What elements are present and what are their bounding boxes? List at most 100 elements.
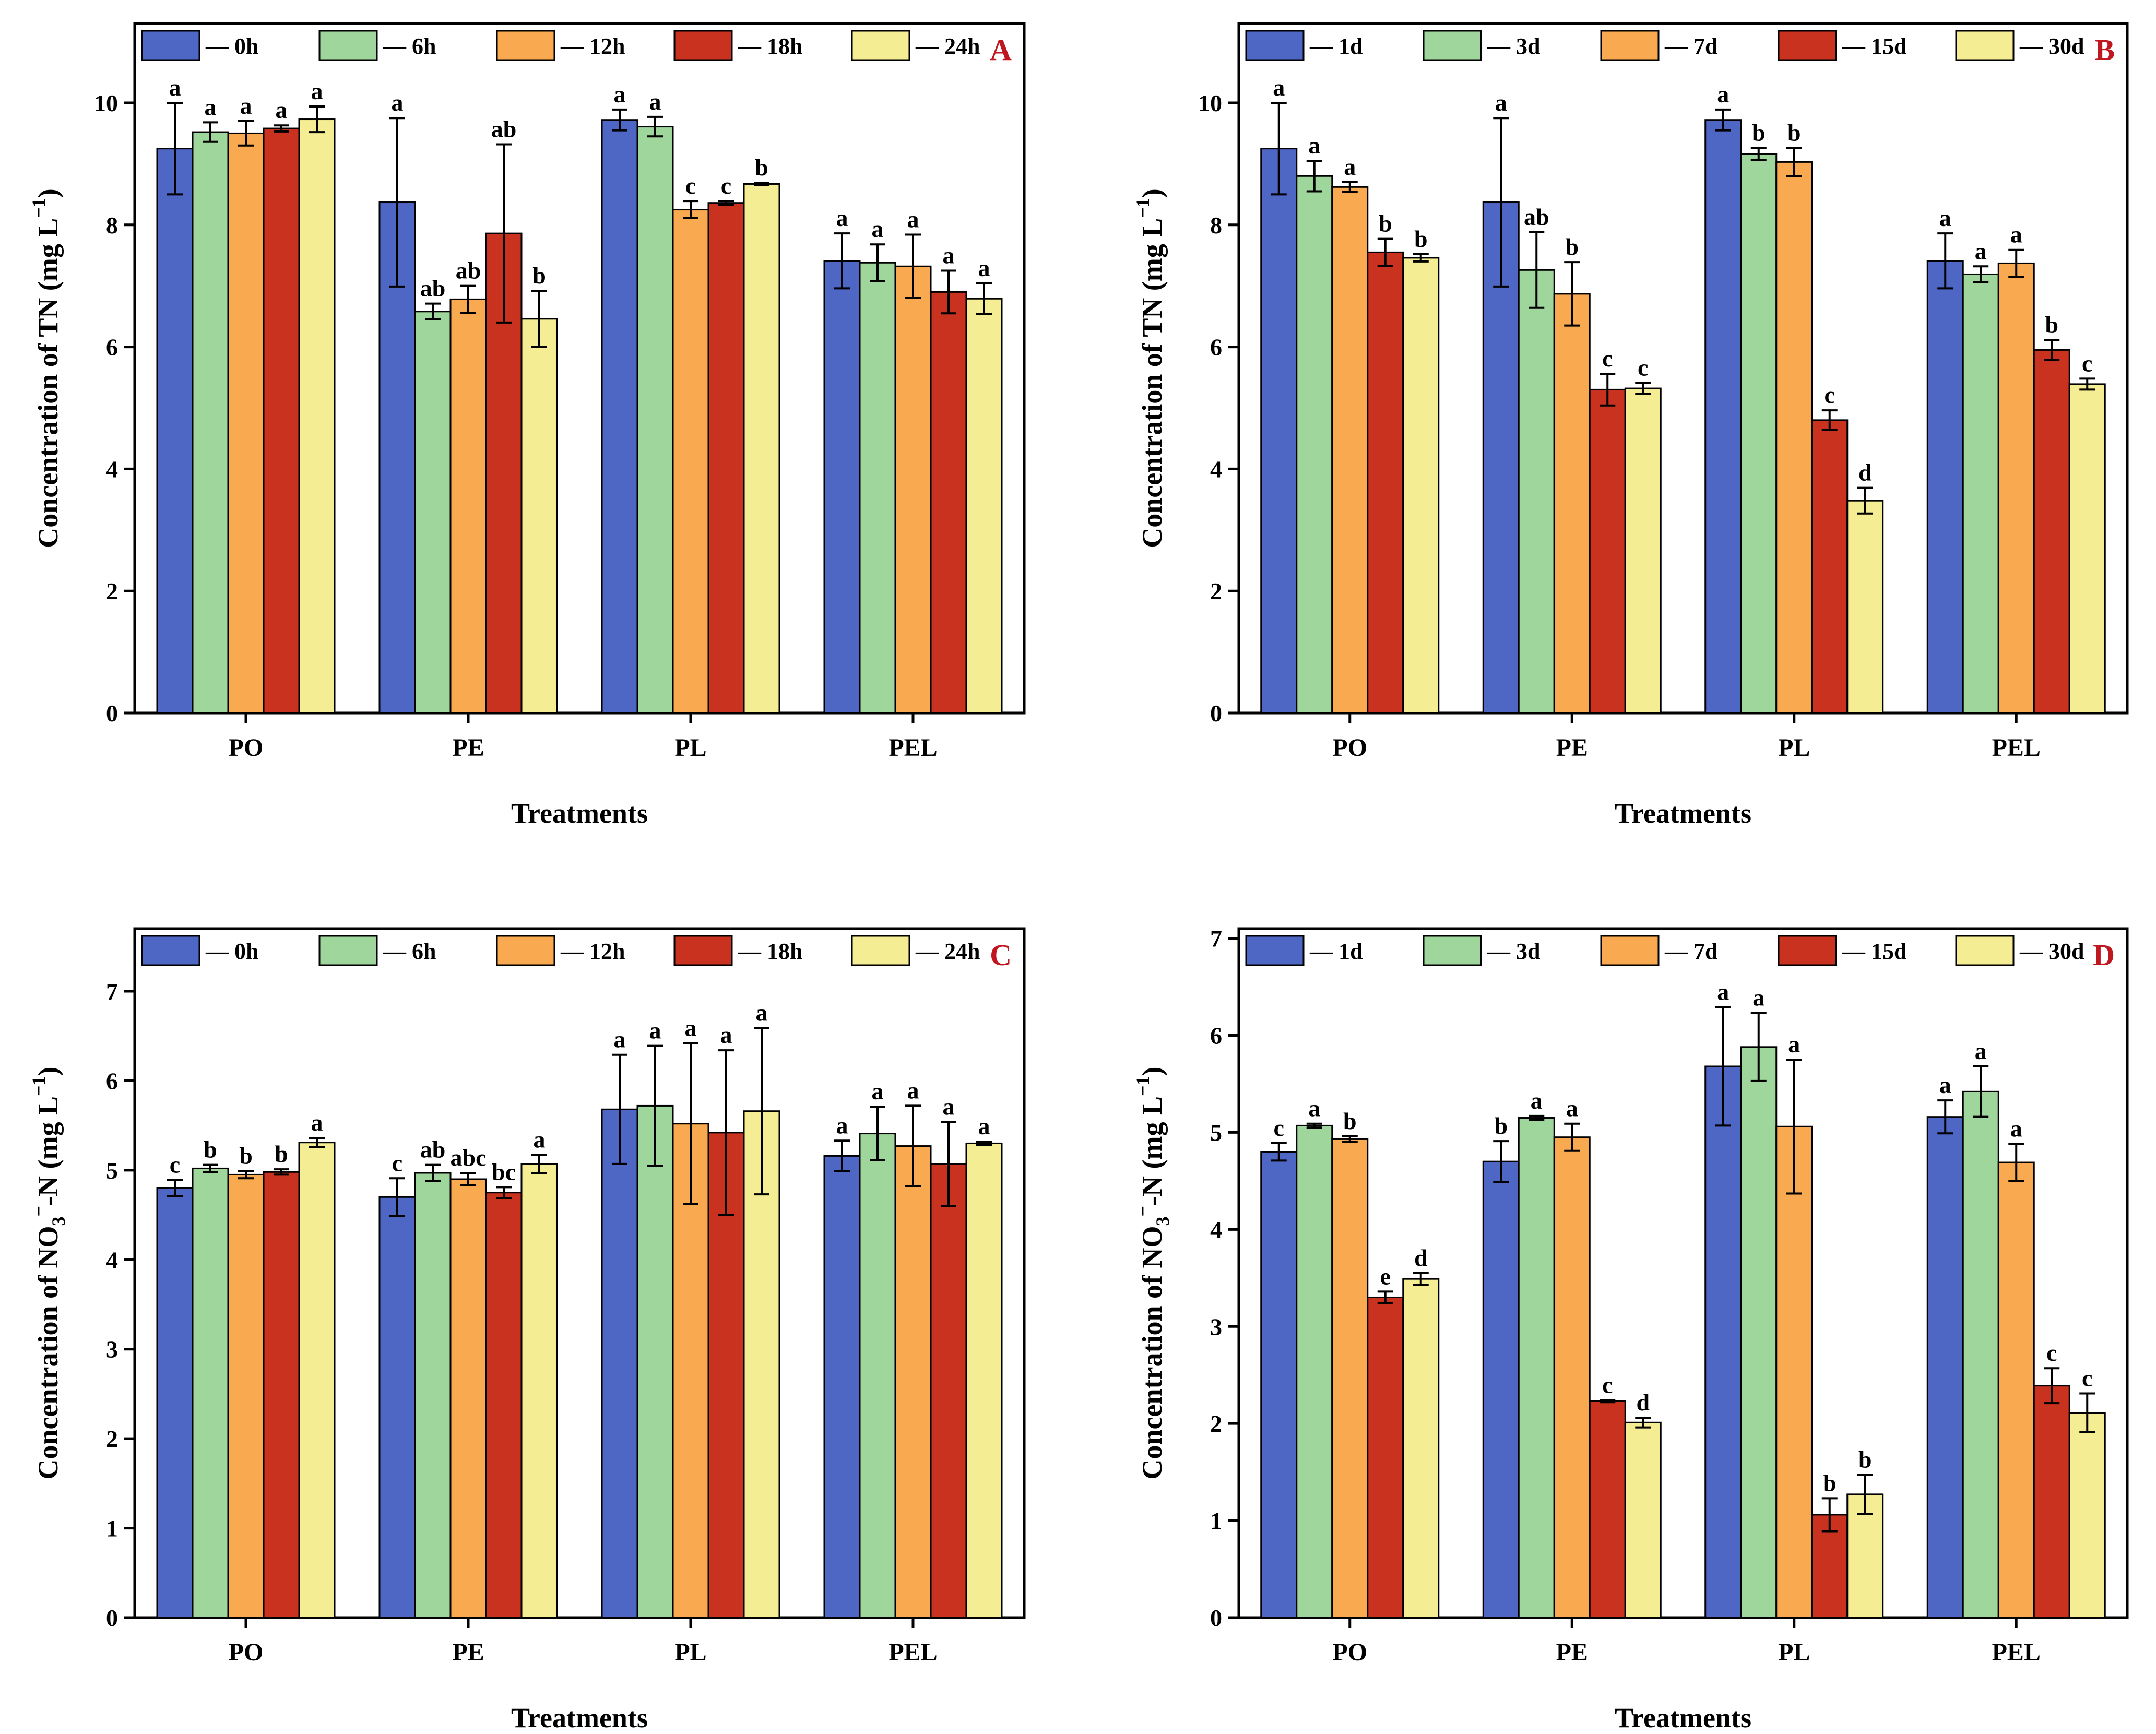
bar <box>672 209 709 714</box>
bar <box>965 298 1003 714</box>
significance-label: c <box>1274 1114 1284 1141</box>
bar <box>930 291 967 714</box>
y-tick-label: 3 <box>106 1336 118 1363</box>
significance-label: c <box>685 172 696 199</box>
x-tick-label: PEL <box>1992 734 2041 762</box>
panel-letter: A <box>990 33 1012 67</box>
bar <box>1997 1161 2035 1619</box>
y-tick-label: 10 <box>1198 90 1222 116</box>
significance-label: a <box>1717 81 1729 108</box>
panel-b: 0 2 4 6 8 10 Concentration of TN (mg L−1) Treat… <box>1132 22 2129 829</box>
y-label-subscript: 3 <box>48 1217 69 1226</box>
bar <box>156 148 194 714</box>
y-tick-label: 6 <box>1210 334 1222 361</box>
y-label-main: Concentration of NO <box>1136 1226 1168 1480</box>
bar <box>930 1163 967 1619</box>
x-axis-label: Treatments <box>1615 1702 1751 1733</box>
legend-swatch <box>673 30 733 61</box>
y-label-superscript: −1 <box>28 198 49 218</box>
significance-label: c <box>2046 1339 2057 1366</box>
x-tick-label: PE <box>452 734 484 762</box>
x-tick-label: PO <box>229 734 264 762</box>
legend-swatch <box>141 935 200 966</box>
bar <box>449 298 487 714</box>
bar <box>1846 500 1884 714</box>
bar <box>1553 1136 1591 1619</box>
legend-label: — 1d <box>1309 939 1363 964</box>
significance-label: a <box>1939 205 1951 231</box>
significance-label: b <box>1823 1469 1837 1496</box>
plot-frame <box>133 927 1026 1619</box>
y-label-main: Concentration of NO <box>32 1226 64 1480</box>
y-label-close: ) <box>32 1067 64 1076</box>
significance-label: b <box>1858 1446 1872 1473</box>
legend-label: — 18h <box>738 33 802 59</box>
legend-swatch <box>1778 935 1837 966</box>
bar <box>823 260 861 714</box>
plot-frame <box>133 22 1026 715</box>
significance-label: b <box>2045 312 2058 338</box>
significance-label: d <box>1636 1389 1650 1416</box>
bar <box>1962 273 1999 714</box>
legend-swatch <box>318 935 378 966</box>
legend-label: — 30d <box>2019 33 2084 59</box>
significance-label: a <box>978 1113 990 1139</box>
y-tick-label: 7 <box>1210 925 1222 952</box>
bar <box>823 1155 861 1619</box>
bar <box>707 202 745 714</box>
bar <box>2033 349 2070 714</box>
y-tick-label: 4 <box>1210 1216 1222 1243</box>
significance-label: d <box>1858 459 1872 486</box>
y-tick-label: 0 <box>106 700 118 727</box>
significance-label: a <box>907 206 919 232</box>
significance-label: a <box>1273 74 1285 101</box>
bar <box>2068 383 2106 714</box>
significance-label: c <box>2082 1365 2092 1392</box>
significance-label: b <box>1752 119 1766 146</box>
significance-label: a <box>1566 1095 1578 1122</box>
y-label-main: Concentration of TN (mg L <box>1136 218 1168 548</box>
x-tick-label: PE <box>1556 1638 1588 1666</box>
significance-label: a <box>1975 237 1987 264</box>
y-tick-label: 7 <box>106 978 118 1005</box>
y-tick-label: 6 <box>106 1067 118 1094</box>
bar <box>1260 148 1298 714</box>
significance-label: ab <box>491 115 517 142</box>
y-tick-label: 5 <box>1210 1119 1222 1146</box>
bar <box>1962 1090 1999 1619</box>
significance-label: c <box>2082 350 2092 376</box>
significance-label: a <box>1752 984 1764 1011</box>
y-tick-label: 4 <box>106 456 118 482</box>
y-tick-label: 2 <box>1210 578 1222 604</box>
bar <box>1553 293 1591 714</box>
y-tick-label: 2 <box>1210 1410 1222 1437</box>
significance-label: b <box>1379 210 1392 237</box>
y-tick-label: 5 <box>106 1157 118 1184</box>
bar <box>1367 251 1404 714</box>
significance-label: c <box>1602 1372 1613 1398</box>
bar <box>485 1192 523 1619</box>
significance-label: a <box>1308 1095 1320 1122</box>
legend-swatch <box>496 30 555 61</box>
significance-label: a <box>1788 1031 1800 1058</box>
significance-label: a <box>1939 1072 1951 1098</box>
significance-label: a <box>1975 1038 1987 1064</box>
bar <box>1811 419 1849 714</box>
y-label-unit: -N (mg L <box>32 1096 64 1206</box>
significance-label: a <box>205 93 217 120</box>
significance-label: a <box>1531 1087 1543 1114</box>
significance-label: a <box>276 97 288 123</box>
y-tick-label: 6 <box>106 334 118 361</box>
x-tick-label: PL <box>674 734 706 762</box>
bar <box>965 1142 1003 1619</box>
legend-swatch <box>496 935 555 966</box>
legend-label: — 24h <box>915 939 980 964</box>
panel-letter: B <box>2094 33 2115 67</box>
significance-label: a <box>534 1126 546 1153</box>
significance-label: a <box>2010 1115 2022 1142</box>
x-tick-label: PL <box>1778 734 1810 762</box>
x-axis-label: Treatments <box>1615 798 1751 829</box>
bar <box>156 1187 194 1619</box>
